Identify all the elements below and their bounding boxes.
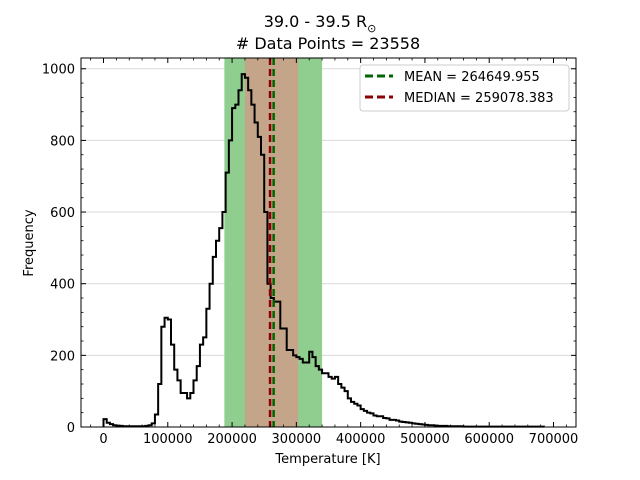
y-tick-label: 200 xyxy=(50,349,75,364)
histogram-series xyxy=(102,73,545,428)
y-axis-label: Frequency xyxy=(22,209,37,276)
y-tick-label: 1000 xyxy=(42,63,75,78)
x-tick-label: 200000 xyxy=(207,432,257,447)
legend-mean-label: MEAN = 264649.955 xyxy=(404,70,540,85)
inner-band xyxy=(244,58,299,427)
x-tick-label: 600000 xyxy=(464,432,514,447)
plot-area xyxy=(80,57,577,428)
x-axis-label: Temperature [K] xyxy=(274,452,380,467)
legend-median-label: MEDIAN = 259078.383 xyxy=(404,91,554,106)
plot-frame xyxy=(80,57,577,428)
y-tick-label: 0 xyxy=(67,421,75,436)
x-tick-label: 500000 xyxy=(400,432,450,447)
chart-title-line1: 39.0 - 39.5 R⊙ xyxy=(264,12,377,35)
y-tick-label: 600 xyxy=(50,206,75,221)
axis-ticks xyxy=(81,58,576,428)
x-tick-label: 0 xyxy=(99,432,107,447)
x-tick-label: 400000 xyxy=(336,432,386,447)
y-tick-label: 800 xyxy=(50,134,75,149)
legend-box xyxy=(359,64,570,112)
x-tick-label: 700000 xyxy=(529,432,579,447)
legend: MEAN = 264649.955 MEDIAN = 259078.383 xyxy=(359,64,570,112)
statistic-lines xyxy=(268,58,275,427)
y-tick-label: 400 xyxy=(50,278,75,293)
histogram-outline xyxy=(102,73,545,428)
chart-title-line2: # Data Points = 23558 xyxy=(236,34,420,53)
shaded-bands xyxy=(224,58,323,427)
x-tick-label: 100000 xyxy=(143,432,193,447)
x-tick-label: 300000 xyxy=(272,432,322,447)
